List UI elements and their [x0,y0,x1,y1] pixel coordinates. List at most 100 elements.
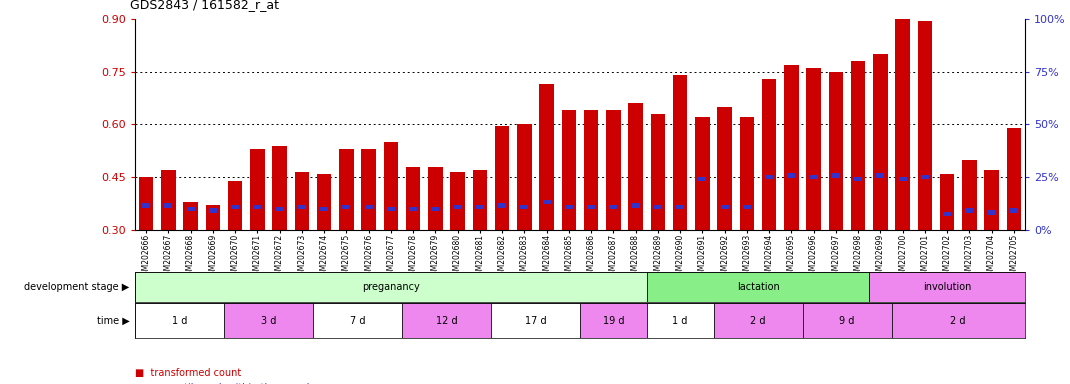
Bar [851,61,866,230]
Bar [784,65,798,230]
Bar [869,272,1025,302]
Text: lactation: lactation [736,282,779,292]
Bar [205,205,220,230]
Text: 3 d: 3 d [261,316,276,326]
Text: 2 d: 2 d [950,316,966,326]
Bar [965,209,974,213]
Bar [673,75,687,230]
Bar [721,205,729,209]
Bar [314,303,402,338]
Bar [317,174,332,230]
Bar [476,205,484,209]
Bar [606,110,621,230]
Bar [802,303,891,338]
Bar [646,303,714,338]
Bar [743,205,751,209]
Text: ■  transformed count: ■ transformed count [135,368,241,378]
Bar [186,207,195,211]
Bar [562,110,576,230]
Bar [231,205,239,209]
Bar [587,205,595,209]
Bar [228,181,243,230]
Bar [610,205,617,209]
Bar [339,149,353,230]
Bar [939,174,954,230]
Text: GDS2843 / 161582_r_at: GDS2843 / 161582_r_at [129,0,278,11]
Bar [584,110,598,230]
Bar [651,114,666,230]
Bar [876,173,884,178]
Bar [254,205,261,209]
Bar [276,207,284,211]
Bar [1010,209,1018,213]
Bar [406,167,421,230]
Bar [450,172,464,230]
Bar [165,203,172,208]
Bar [810,175,817,179]
Bar [762,79,777,230]
Bar [402,303,491,338]
Bar [921,175,929,179]
Bar [962,160,977,230]
Text: 12 d: 12 d [435,316,457,326]
Bar [896,17,909,230]
Bar [943,212,951,217]
Text: 7 d: 7 d [350,316,365,326]
Bar [580,303,646,338]
Bar [831,173,840,178]
Text: 9 d: 9 d [839,316,855,326]
Bar [297,205,306,209]
Bar [431,207,440,211]
Bar [807,68,821,230]
Bar [565,205,572,209]
Bar [499,203,506,208]
Bar [828,72,843,230]
Bar [646,272,869,302]
Bar [1007,128,1021,230]
Text: 1 d: 1 d [672,316,688,326]
Bar [542,200,551,204]
Text: 1 d: 1 d [172,316,187,326]
Bar [473,170,487,230]
Bar [273,146,287,230]
Bar [520,205,529,209]
Bar [491,303,580,338]
Bar [294,172,309,230]
Text: preganancy: preganancy [362,282,419,292]
Bar [765,175,774,179]
Bar [209,209,217,213]
Bar [717,107,732,230]
Bar [162,170,175,230]
Bar [183,202,198,230]
Text: 17 d: 17 d [524,316,547,326]
Bar [224,303,314,338]
Bar [984,170,999,230]
Bar [696,118,709,230]
Text: 19 d: 19 d [602,316,624,326]
Bar [142,203,150,208]
Bar [918,21,932,230]
Text: 2 d: 2 d [750,316,766,326]
Bar [362,149,376,230]
Bar [454,205,461,209]
Bar [428,167,443,230]
Bar [365,205,372,209]
Text: ■  percentile rank within the sample: ■ percentile rank within the sample [135,383,316,384]
Bar [539,84,554,230]
Bar [628,103,643,230]
Bar [135,272,646,302]
Bar [387,207,395,211]
Bar [739,118,754,230]
Bar [654,205,662,209]
Bar [988,210,995,215]
Bar [384,142,398,230]
Bar [788,173,795,178]
Text: development stage ▶: development stage ▶ [25,282,129,292]
Bar [891,303,1025,338]
Bar [495,126,509,230]
Bar [517,124,532,230]
Bar [135,303,224,338]
Bar [699,177,706,181]
Bar [714,303,802,338]
Text: time ▶: time ▶ [97,316,129,326]
